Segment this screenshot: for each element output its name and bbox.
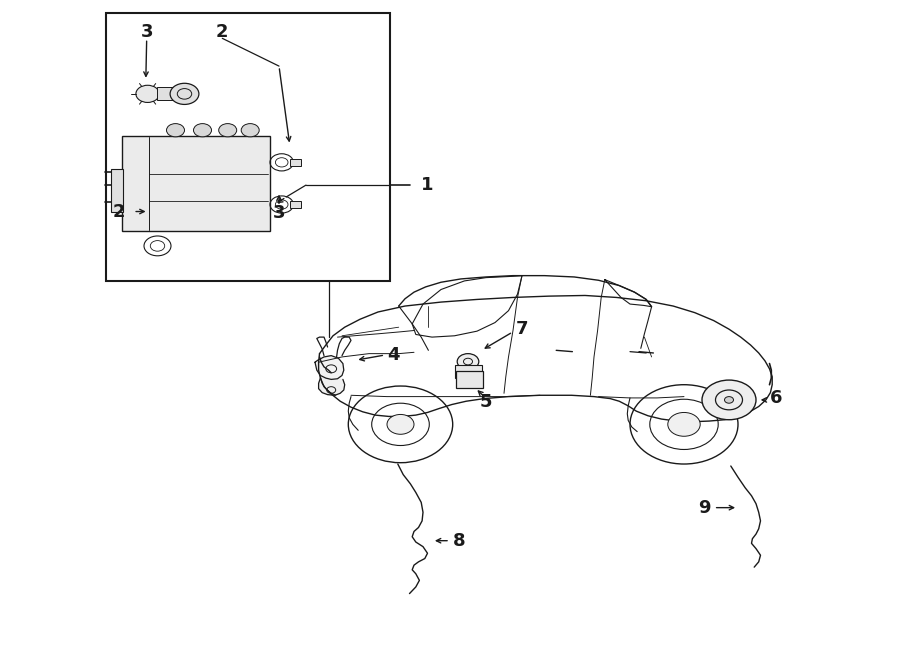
Text: 9: 9 [698,498,711,517]
Text: 7: 7 [516,320,528,338]
Bar [157,87,173,100]
Circle shape [136,85,159,102]
Text: 2: 2 [112,202,125,221]
Text: 6: 6 [770,389,782,407]
Bar [106,13,390,281]
Bar [454,365,482,378]
Text: 1: 1 [421,176,434,194]
Polygon shape [319,378,345,395]
Circle shape [387,414,414,434]
Text: 2: 2 [216,22,229,41]
Text: 5: 5 [480,393,492,411]
Bar [456,371,483,388]
Circle shape [241,124,259,137]
Bar [111,169,123,212]
Bar [290,159,301,166]
Text: 3: 3 [140,22,153,41]
Circle shape [702,380,756,420]
Circle shape [170,83,199,104]
Bar [290,201,301,208]
Circle shape [194,124,212,137]
Bar [122,136,270,231]
Circle shape [724,397,733,403]
Text: 8: 8 [453,531,465,550]
Circle shape [166,124,184,137]
Text: 3: 3 [273,204,285,222]
Circle shape [457,354,479,369]
Polygon shape [315,356,344,379]
Text: 4: 4 [387,346,400,364]
Circle shape [668,412,700,436]
Circle shape [219,124,237,137]
